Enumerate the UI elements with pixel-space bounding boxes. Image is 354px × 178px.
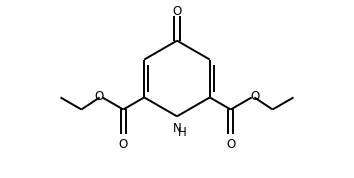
Text: O: O <box>226 138 235 151</box>
Text: O: O <box>119 138 128 151</box>
Text: H: H <box>178 126 187 139</box>
Text: O: O <box>172 5 182 18</box>
Text: O: O <box>94 90 103 103</box>
Text: N: N <box>173 122 181 135</box>
Text: O: O <box>251 90 260 103</box>
